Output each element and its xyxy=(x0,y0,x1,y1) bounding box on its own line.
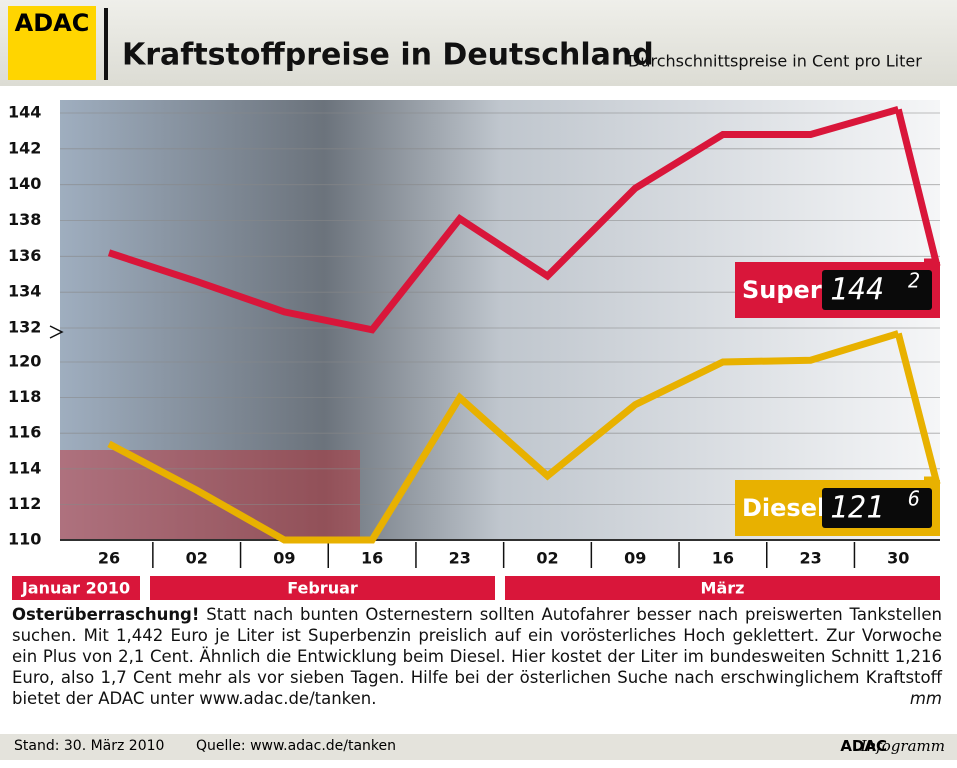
x-tick-label: 02 xyxy=(536,549,558,568)
axis-break xyxy=(49,325,64,339)
y-tick-label: 120 xyxy=(8,352,41,371)
series-line xyxy=(107,330,900,544)
y-tick-label: 134 xyxy=(8,282,41,301)
logo: ADAC xyxy=(15,9,90,37)
x-tick-label: 09 xyxy=(624,549,646,568)
x-tick-label: 09 xyxy=(273,549,295,568)
y-tick-label: 144 xyxy=(8,103,41,122)
x-tick-label: 30 xyxy=(887,549,909,568)
display-value: 121 xyxy=(830,491,884,526)
chart: ADAC Kraftstoffpreise in Deutschland Dur… xyxy=(0,0,957,600)
month-bar xyxy=(150,576,495,600)
x-tick-label: 16 xyxy=(361,549,383,568)
x-tick-label: 23 xyxy=(449,549,471,568)
month-label: Februar xyxy=(287,579,358,598)
month-bar xyxy=(505,576,940,600)
y-tick-label: 138 xyxy=(8,210,41,229)
brand: ADAC xyxy=(840,737,887,755)
month-label: März xyxy=(701,579,745,598)
text-block: Osterüberraschung! Statt nach bunten Ost… xyxy=(12,604,942,709)
brand2: Infogramm xyxy=(860,737,945,755)
y-tick-label: 132 xyxy=(8,318,41,337)
x-tick-label: 23 xyxy=(799,549,821,568)
y-tick-label: 136 xyxy=(8,246,41,265)
header-bg xyxy=(0,0,957,86)
display xyxy=(822,488,932,528)
signature: mm xyxy=(909,689,942,708)
month-bar xyxy=(12,576,140,600)
display xyxy=(822,270,932,310)
series-line xyxy=(107,106,900,334)
x-tick-label: 16 xyxy=(712,549,734,568)
lead: Osterüberraschung! xyxy=(12,605,200,624)
stand: Stand: 30. März 2010 xyxy=(14,738,165,754)
y-tick-label: 112 xyxy=(8,494,41,513)
source: Quelle: www.adac.de/tanken xyxy=(196,738,397,754)
legend-label: Diesel xyxy=(742,494,825,522)
y-tick-label: 142 xyxy=(8,138,41,157)
y-tick-label: 140 xyxy=(8,174,41,193)
x-tick-label: 26 xyxy=(98,549,120,568)
body: Statt nach bunten Osternestern sollten A… xyxy=(12,605,942,708)
y-tick-label: 118 xyxy=(8,387,41,406)
month-label: Januar 2010 xyxy=(21,579,130,598)
legend-label: Super xyxy=(742,276,822,304)
logo-box xyxy=(8,6,96,80)
photo-bg xyxy=(60,100,940,540)
footer: Stand: 30. März 2010 Quelle: www.adac.de… xyxy=(0,734,957,760)
divider xyxy=(104,8,108,80)
x-tick-label: 02 xyxy=(186,549,208,568)
display-decimal: 6 xyxy=(908,487,920,511)
subtitle: Durchschnittspreise in Cent pro Liter xyxy=(628,52,922,71)
display-decimal: 2 xyxy=(908,269,920,293)
title: Kraftstoffpreise in Deutschland xyxy=(122,38,654,73)
display-value: 144 xyxy=(830,273,884,308)
y-tick-label: 114 xyxy=(8,458,41,477)
y-tick-label: 110 xyxy=(8,530,41,549)
y-tick-label: 116 xyxy=(8,423,41,442)
